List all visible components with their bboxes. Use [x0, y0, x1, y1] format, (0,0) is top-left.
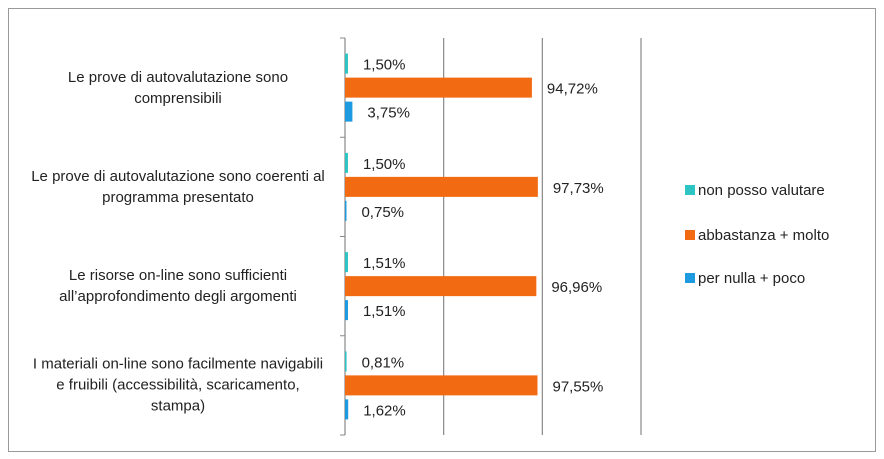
legend-swatch [685, 230, 695, 240]
value-label: 1,50% [363, 57, 406, 74]
value-label: 97,73% [553, 180, 604, 197]
category-label: I materiali on-line sono facilmente navi… [32, 355, 324, 415]
legend-swatch [685, 185, 695, 195]
bar [345, 399, 349, 420]
value-label: 3,75% [367, 105, 410, 122]
value-label: 0,81% [362, 354, 405, 371]
bar [345, 176, 538, 197]
bar [345, 252, 348, 273]
value-label: 1,50% [363, 156, 406, 173]
legend-label: non posso valutare [698, 182, 825, 199]
legend-label: per nulla + poco [698, 270, 805, 287]
category-label: Le risorse on-line sono sufficienti all’… [59, 267, 297, 306]
bar [345, 152, 348, 173]
bar [345, 77, 532, 98]
value-label: 97,55% [552, 378, 603, 395]
bar [345, 53, 348, 74]
value-label: 94,72% [547, 81, 598, 98]
legend-swatch [685, 273, 695, 283]
legend-label: abbastanza + molto [698, 227, 829, 244]
value-label: 1,51% [363, 303, 406, 320]
category-label: Le prove di autovalutazione sono compren… [67, 68, 289, 107]
bar [345, 375, 538, 396]
bar [345, 101, 353, 122]
bar [345, 200, 347, 221]
value-label: 0,75% [361, 204, 404, 221]
category-label: Le prove di autovalutazione sono coerent… [31, 167, 325, 206]
bar [345, 351, 347, 372]
bar [345, 276, 537, 297]
value-label: 1,51% [363, 255, 406, 272]
bar [345, 300, 348, 321]
value-label: 1,62% [363, 402, 406, 419]
chart-border [8, 8, 876, 452]
value-label: 96,96% [551, 279, 602, 296]
